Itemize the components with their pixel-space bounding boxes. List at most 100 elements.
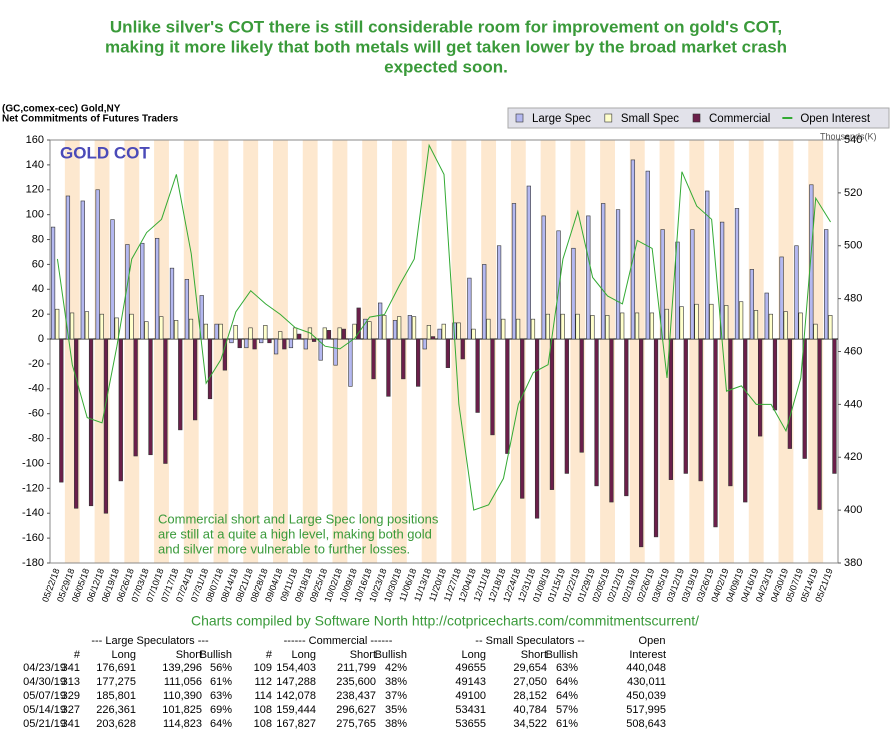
bar bbox=[259, 338, 264, 344]
bar bbox=[545, 313, 550, 340]
y-tick-label: 80 bbox=[32, 233, 44, 245]
y2-axis-label: Thousands(K) bbox=[820, 131, 877, 141]
bar bbox=[482, 264, 487, 340]
bar bbox=[144, 321, 149, 340]
table-cell: 34,522 bbox=[513, 718, 547, 730]
bar bbox=[828, 315, 833, 340]
bar bbox=[586, 215, 591, 340]
table-cell: 101,825 bbox=[162, 704, 202, 716]
bar bbox=[252, 338, 257, 350]
bar bbox=[668, 338, 674, 480]
band bbox=[243, 140, 259, 563]
bar bbox=[813, 323, 818, 340]
table-cell: 238,437 bbox=[336, 690, 376, 702]
bar bbox=[639, 338, 644, 548]
annotation: Commercial short and Large Spec long pos… bbox=[158, 511, 439, 526]
bar bbox=[118, 338, 123, 482]
band bbox=[778, 140, 794, 563]
bar bbox=[88, 338, 94, 507]
band bbox=[748, 140, 764, 563]
bar bbox=[382, 315, 387, 340]
bar bbox=[371, 338, 376, 380]
bar bbox=[422, 338, 427, 350]
table-column: Long bbox=[112, 649, 136, 661]
table-cell: 111,056 bbox=[164, 676, 202, 688]
bar bbox=[378, 302, 383, 340]
bar bbox=[65, 195, 71, 340]
bar bbox=[564, 338, 569, 474]
table-cell: 37% bbox=[385, 690, 407, 702]
bar bbox=[174, 320, 179, 340]
bar bbox=[430, 336, 436, 340]
bar bbox=[630, 159, 636, 340]
bar bbox=[103, 338, 109, 514]
y-tick-label: -180 bbox=[22, 557, 44, 569]
table-cell: 56% bbox=[210, 662, 232, 674]
bar bbox=[178, 338, 183, 431]
table-cell: 64% bbox=[210, 718, 232, 730]
bar bbox=[155, 237, 160, 340]
bar bbox=[772, 338, 778, 411]
bar bbox=[445, 338, 450, 368]
band bbox=[302, 140, 318, 563]
bar bbox=[237, 338, 242, 349]
bar bbox=[333, 338, 338, 366]
table-cell: 114 bbox=[254, 690, 272, 702]
table-column: Short bbox=[350, 649, 376, 661]
table-cell: 69% bbox=[210, 704, 232, 716]
band bbox=[273, 140, 288, 563]
bar bbox=[743, 338, 748, 503]
bar bbox=[713, 338, 718, 528]
y-tick-label: -160 bbox=[22, 532, 44, 544]
bar bbox=[307, 327, 313, 340]
bar bbox=[694, 303, 699, 340]
table-cell: 29,654 bbox=[513, 662, 547, 674]
bar bbox=[660, 229, 665, 340]
legend-label: Open Interest bbox=[800, 113, 870, 125]
band bbox=[570, 140, 586, 563]
bar bbox=[278, 331, 283, 340]
bar bbox=[520, 338, 525, 499]
table-header: ------ Commercial ------ bbox=[284, 635, 393, 647]
band bbox=[451, 140, 467, 563]
subtitle: Net Commitments of Futures Traders bbox=[2, 114, 179, 125]
bar bbox=[407, 315, 412, 340]
table-header: -- Small Speculators -- bbox=[475, 635, 585, 647]
y-tick-label: 60 bbox=[32, 258, 44, 270]
footer: Charts compiled by Software North http:/… bbox=[191, 613, 699, 629]
table-cell: 517,995 bbox=[626, 704, 666, 716]
bar bbox=[133, 338, 138, 457]
bar bbox=[69, 312, 75, 340]
bar bbox=[634, 312, 640, 340]
line bbox=[56, 143, 831, 511]
bar bbox=[441, 323, 446, 340]
bar bbox=[594, 338, 599, 487]
bar bbox=[267, 338, 272, 344]
bar bbox=[337, 327, 342, 340]
y2-tick-label: 520 bbox=[844, 187, 862, 199]
bar bbox=[779, 256, 784, 340]
bar bbox=[679, 306, 684, 340]
bar bbox=[787, 338, 792, 449]
bar bbox=[832, 338, 837, 474]
y2-tick-label: 460 bbox=[844, 345, 862, 357]
y-tick-label: -120 bbox=[22, 482, 44, 494]
bar bbox=[292, 327, 298, 340]
table-cell: 235,600 bbox=[336, 676, 376, 688]
bar bbox=[541, 215, 546, 340]
table-column: Interest bbox=[629, 649, 666, 661]
table-cell: 296,627 bbox=[336, 704, 376, 716]
bar bbox=[526, 185, 531, 340]
bar bbox=[207, 338, 213, 400]
bar bbox=[282, 338, 287, 350]
bar bbox=[601, 203, 606, 340]
table-cell: 40,784 bbox=[513, 704, 547, 716]
y-tick-label: -40 bbox=[28, 383, 44, 395]
bar bbox=[311, 338, 317, 342]
bar bbox=[575, 313, 580, 340]
y2-tick-label: 440 bbox=[844, 398, 862, 410]
bar bbox=[475, 338, 480, 413]
bar bbox=[817, 338, 822, 510]
y-tick-label: 160 bbox=[26, 134, 44, 146]
